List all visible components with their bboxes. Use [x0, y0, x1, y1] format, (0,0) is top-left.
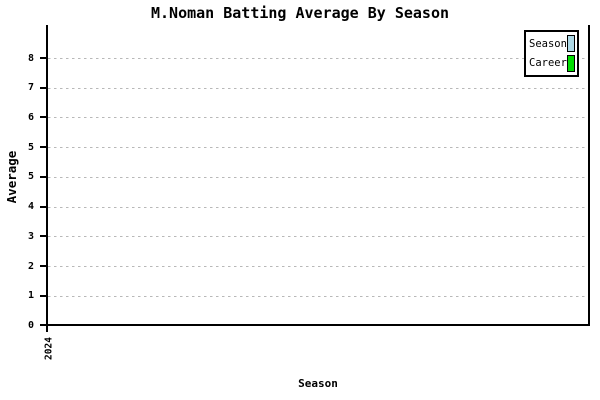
x-tick-mark: [46, 326, 48, 332]
y-tick-label: 7: [27, 82, 34, 93]
y-tick-mark: [40, 57, 47, 59]
gridline: [48, 206, 588, 208]
y-tick-mark: [40, 295, 47, 297]
legend-swatch-career: [566, 54, 575, 72]
legend-item-label: Career: [529, 57, 567, 70]
y-tick-label: 2: [27, 261, 34, 272]
legend-item-season: Season: [529, 35, 575, 53]
gridline: [48, 147, 588, 149]
y-tick-mark: [40, 235, 47, 237]
gridline: [48, 58, 588, 59]
y-tick-label: 3: [27, 231, 34, 242]
y-tick-label: 8: [27, 53, 34, 64]
y-tick-mark: [40, 87, 47, 89]
y-tick-label: 5: [27, 171, 34, 182]
gridline: [48, 236, 588, 238]
y-tick-label: 5: [27, 142, 34, 153]
x-tick-label: 2024: [43, 337, 55, 360]
y-tick-mark: [40, 265, 47, 267]
gridline: [48, 87, 588, 89]
gridline: [48, 295, 588, 297]
legend: Season Career: [524, 30, 579, 77]
y-tick-label: 4: [27, 201, 34, 212]
legend-swatch-season: [566, 35, 575, 53]
y-tick-mark: [40, 116, 47, 118]
y-tick-mark: [40, 324, 47, 326]
y-tick-label: 6: [27, 112, 34, 123]
y-tick-mark: [40, 206, 47, 208]
y-tick-label: 0: [27, 320, 34, 331]
chart-title: M.Noman Batting Average By Season: [150, 4, 449, 22]
y-tick-mark: [40, 146, 47, 148]
gridline: [48, 266, 588, 268]
gridline: [48, 117, 588, 119]
legend-item-career: Career: [529, 54, 575, 72]
y-tick-label: 1: [27, 290, 34, 301]
gridline: [48, 176, 588, 178]
plot-area: [46, 25, 590, 326]
y-tick-mark: [40, 176, 47, 178]
legend-item-label: Season: [529, 37, 567, 50]
x-axis-title: Season: [298, 377, 338, 390]
